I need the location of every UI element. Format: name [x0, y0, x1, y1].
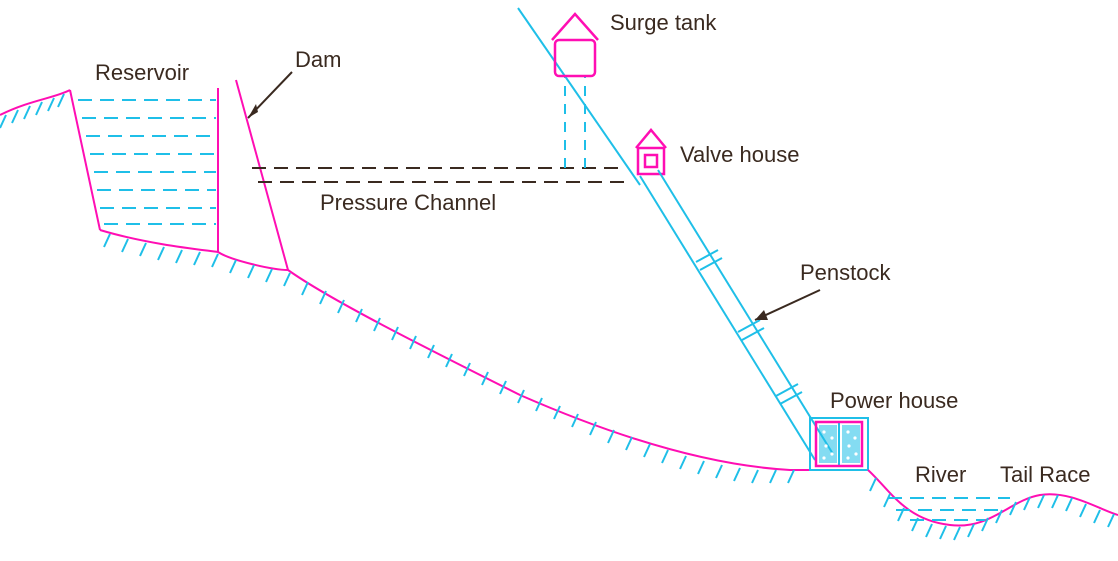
valve-house — [636, 130, 666, 174]
label-surge-tank: Surge tank — [610, 10, 717, 35]
label-reservoir: Reservoir — [95, 60, 189, 85]
dam-pointer — [248, 72, 292, 118]
label-tail-race: Tail Race — [1000, 462, 1090, 487]
penstock — [640, 170, 833, 460]
reservoir-left-wall — [70, 90, 100, 230]
label-dam: Dam — [295, 47, 341, 72]
label-penstock: Penstock — [800, 260, 891, 285]
label-power-house: Power house — [830, 388, 958, 413]
hatch-main-slope — [104, 234, 794, 483]
slope-main — [100, 230, 810, 470]
dam-wall-sloped — [236, 80, 288, 270]
label-river: River — [915, 462, 966, 487]
pressure-channel — [252, 168, 626, 182]
hydro-power-diagram: Reservoir Dam Surge tank Valve house Pre… — [0, 0, 1118, 561]
reservoir-water — [78, 100, 216, 224]
label-valve-house: Valve house — [680, 142, 799, 167]
label-pressure-channel: Pressure Channel — [320, 190, 496, 215]
penstock-pointer — [755, 290, 820, 320]
power-house — [810, 418, 868, 470]
